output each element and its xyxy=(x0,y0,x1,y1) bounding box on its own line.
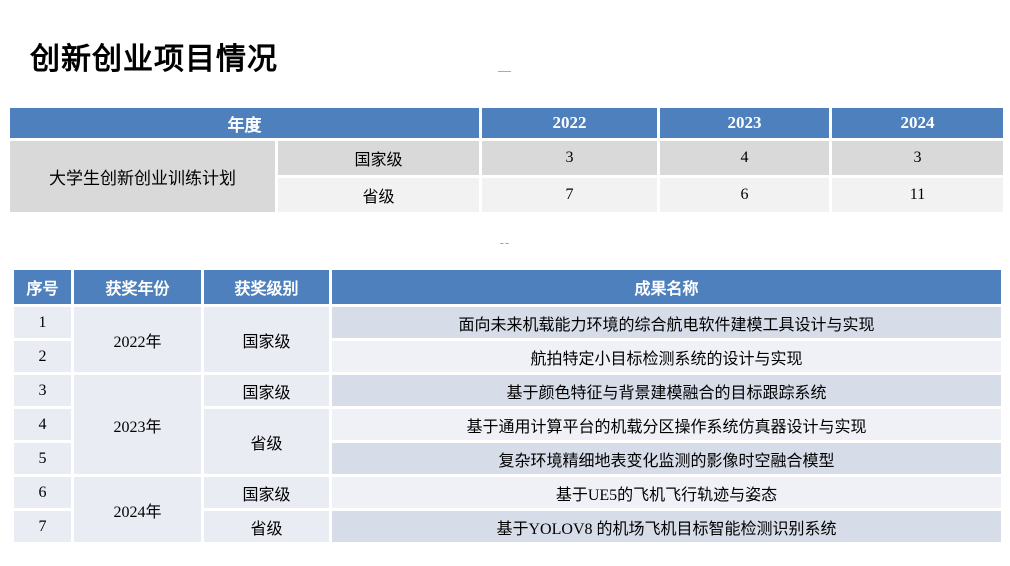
value-cell: 4 xyxy=(657,138,832,178)
seq-cell: 4 xyxy=(11,406,74,443)
seq-cell: 2 xyxy=(11,338,74,375)
table2-header-level: 获奖级别 xyxy=(201,267,332,307)
award-year-cell: 2023年 xyxy=(71,372,204,477)
program-name-cell: 大学生创新创业训练计划 xyxy=(7,138,278,215)
table-row: 6 2024年 国家级 基于UE5的飞机飞行轨迹与姿态 xyxy=(11,474,1004,545)
table1-header-2024: 2024 xyxy=(829,105,1006,141)
award-level-cell: 国家级 xyxy=(201,474,332,511)
award-level-cell: 国家级 xyxy=(201,372,332,409)
value-cell: 11 xyxy=(829,175,1006,215)
table1-header-row: 年度 2022 2023 2024 xyxy=(7,105,1006,141)
table1-header-year: 年度 xyxy=(7,105,482,141)
table2-header-seq: 序号 xyxy=(11,267,74,307)
table-row: 1 2022年 国家级 面向未来机载能力环境的综合航电软件建模工具设计与实现 xyxy=(11,304,1004,375)
seq-cell: 3 xyxy=(11,372,74,409)
achievement-cell: 复杂环境精细地表变化监测的影像时空融合模型 xyxy=(329,440,1004,477)
value-cell: 6 xyxy=(657,175,832,215)
table-row: 4 省级 基于通用计算平台的机载分区操作系统仿真器设计与实现 xyxy=(11,406,1004,477)
table2-header-achievement: 成果名称 xyxy=(329,267,1004,307)
achievements-table: 序号 获奖年份 获奖级别 成果名称 1 2022年 国家级 面向未来机载能力环境… xyxy=(11,267,1004,545)
table1-header-2023: 2023 xyxy=(657,105,832,141)
value-cell: 3 xyxy=(829,138,1006,178)
table2-header-year: 获奖年份 xyxy=(71,267,204,307)
divider-dash-middle: -- xyxy=(499,235,511,250)
table-row: 7 省级 基于YOLOV8 的机场飞机目标智能检测识别系统 xyxy=(11,508,1004,545)
value-cell: 3 xyxy=(479,138,660,178)
table2-header-row: 序号 获奖年份 获奖级别 成果名称 xyxy=(11,267,1004,307)
achievement-cell: 基于UE5的飞机飞行轨迹与姿态 xyxy=(329,474,1004,511)
seq-cell: 6 xyxy=(11,474,74,511)
table-row: 2 航拍特定小目标检测系统的设计与实现 xyxy=(11,338,1004,375)
table-row: 3 2023年 国家级 基于颜色特征与背景建模融合的目标跟踪系统 xyxy=(11,372,1004,477)
table-row: 5 复杂环境精细地表变化监测的影像时空融合模型 xyxy=(11,440,1004,477)
achievement-cell: 面向未来机载能力环境的综合航电软件建模工具设计与实现 xyxy=(329,304,1004,341)
value-cell: 7 xyxy=(479,175,660,215)
table1-row-national: 大学生创新创业训练计划 国家级 3 4 3 xyxy=(7,138,1006,215)
award-year-cell: 2022年 xyxy=(71,304,204,375)
award-year-cell: 2024年 xyxy=(71,474,204,545)
achievement-cell: 航拍特定小目标检测系统的设计与实现 xyxy=(329,338,1004,375)
seq-cell: 1 xyxy=(11,304,74,341)
award-level-cell: 省级 xyxy=(201,508,332,545)
level-label-cell: 国家级 xyxy=(275,138,482,178)
award-level-cell: 省级 xyxy=(201,406,332,477)
achievement-cell: 基于通用计算平台的机载分区操作系统仿真器设计与实现 xyxy=(329,406,1004,443)
achievement-cell: 基于YOLOV8 的机场飞机目标智能检测识别系统 xyxy=(329,508,1004,545)
table1-header-2022: 2022 xyxy=(479,105,660,141)
award-level-cell: 国家级 xyxy=(201,304,332,375)
seq-cell: 7 xyxy=(11,508,74,545)
page-title: 创新创业项目情况 xyxy=(30,43,278,77)
seq-cell: 5 xyxy=(11,440,74,477)
achievement-cell: 基于颜色特征与背景建模融合的目标跟踪系统 xyxy=(329,372,1004,409)
training-program-table: 年度 2022 2023 2024 大学生创新创业训练计划 国家级 3 4 3 … xyxy=(7,105,1006,215)
table1-row-provincial: 省级 7 6 11 xyxy=(9,175,1006,215)
divider-dash-top: — xyxy=(498,63,512,78)
level-label-cell: 省级 xyxy=(275,175,482,215)
